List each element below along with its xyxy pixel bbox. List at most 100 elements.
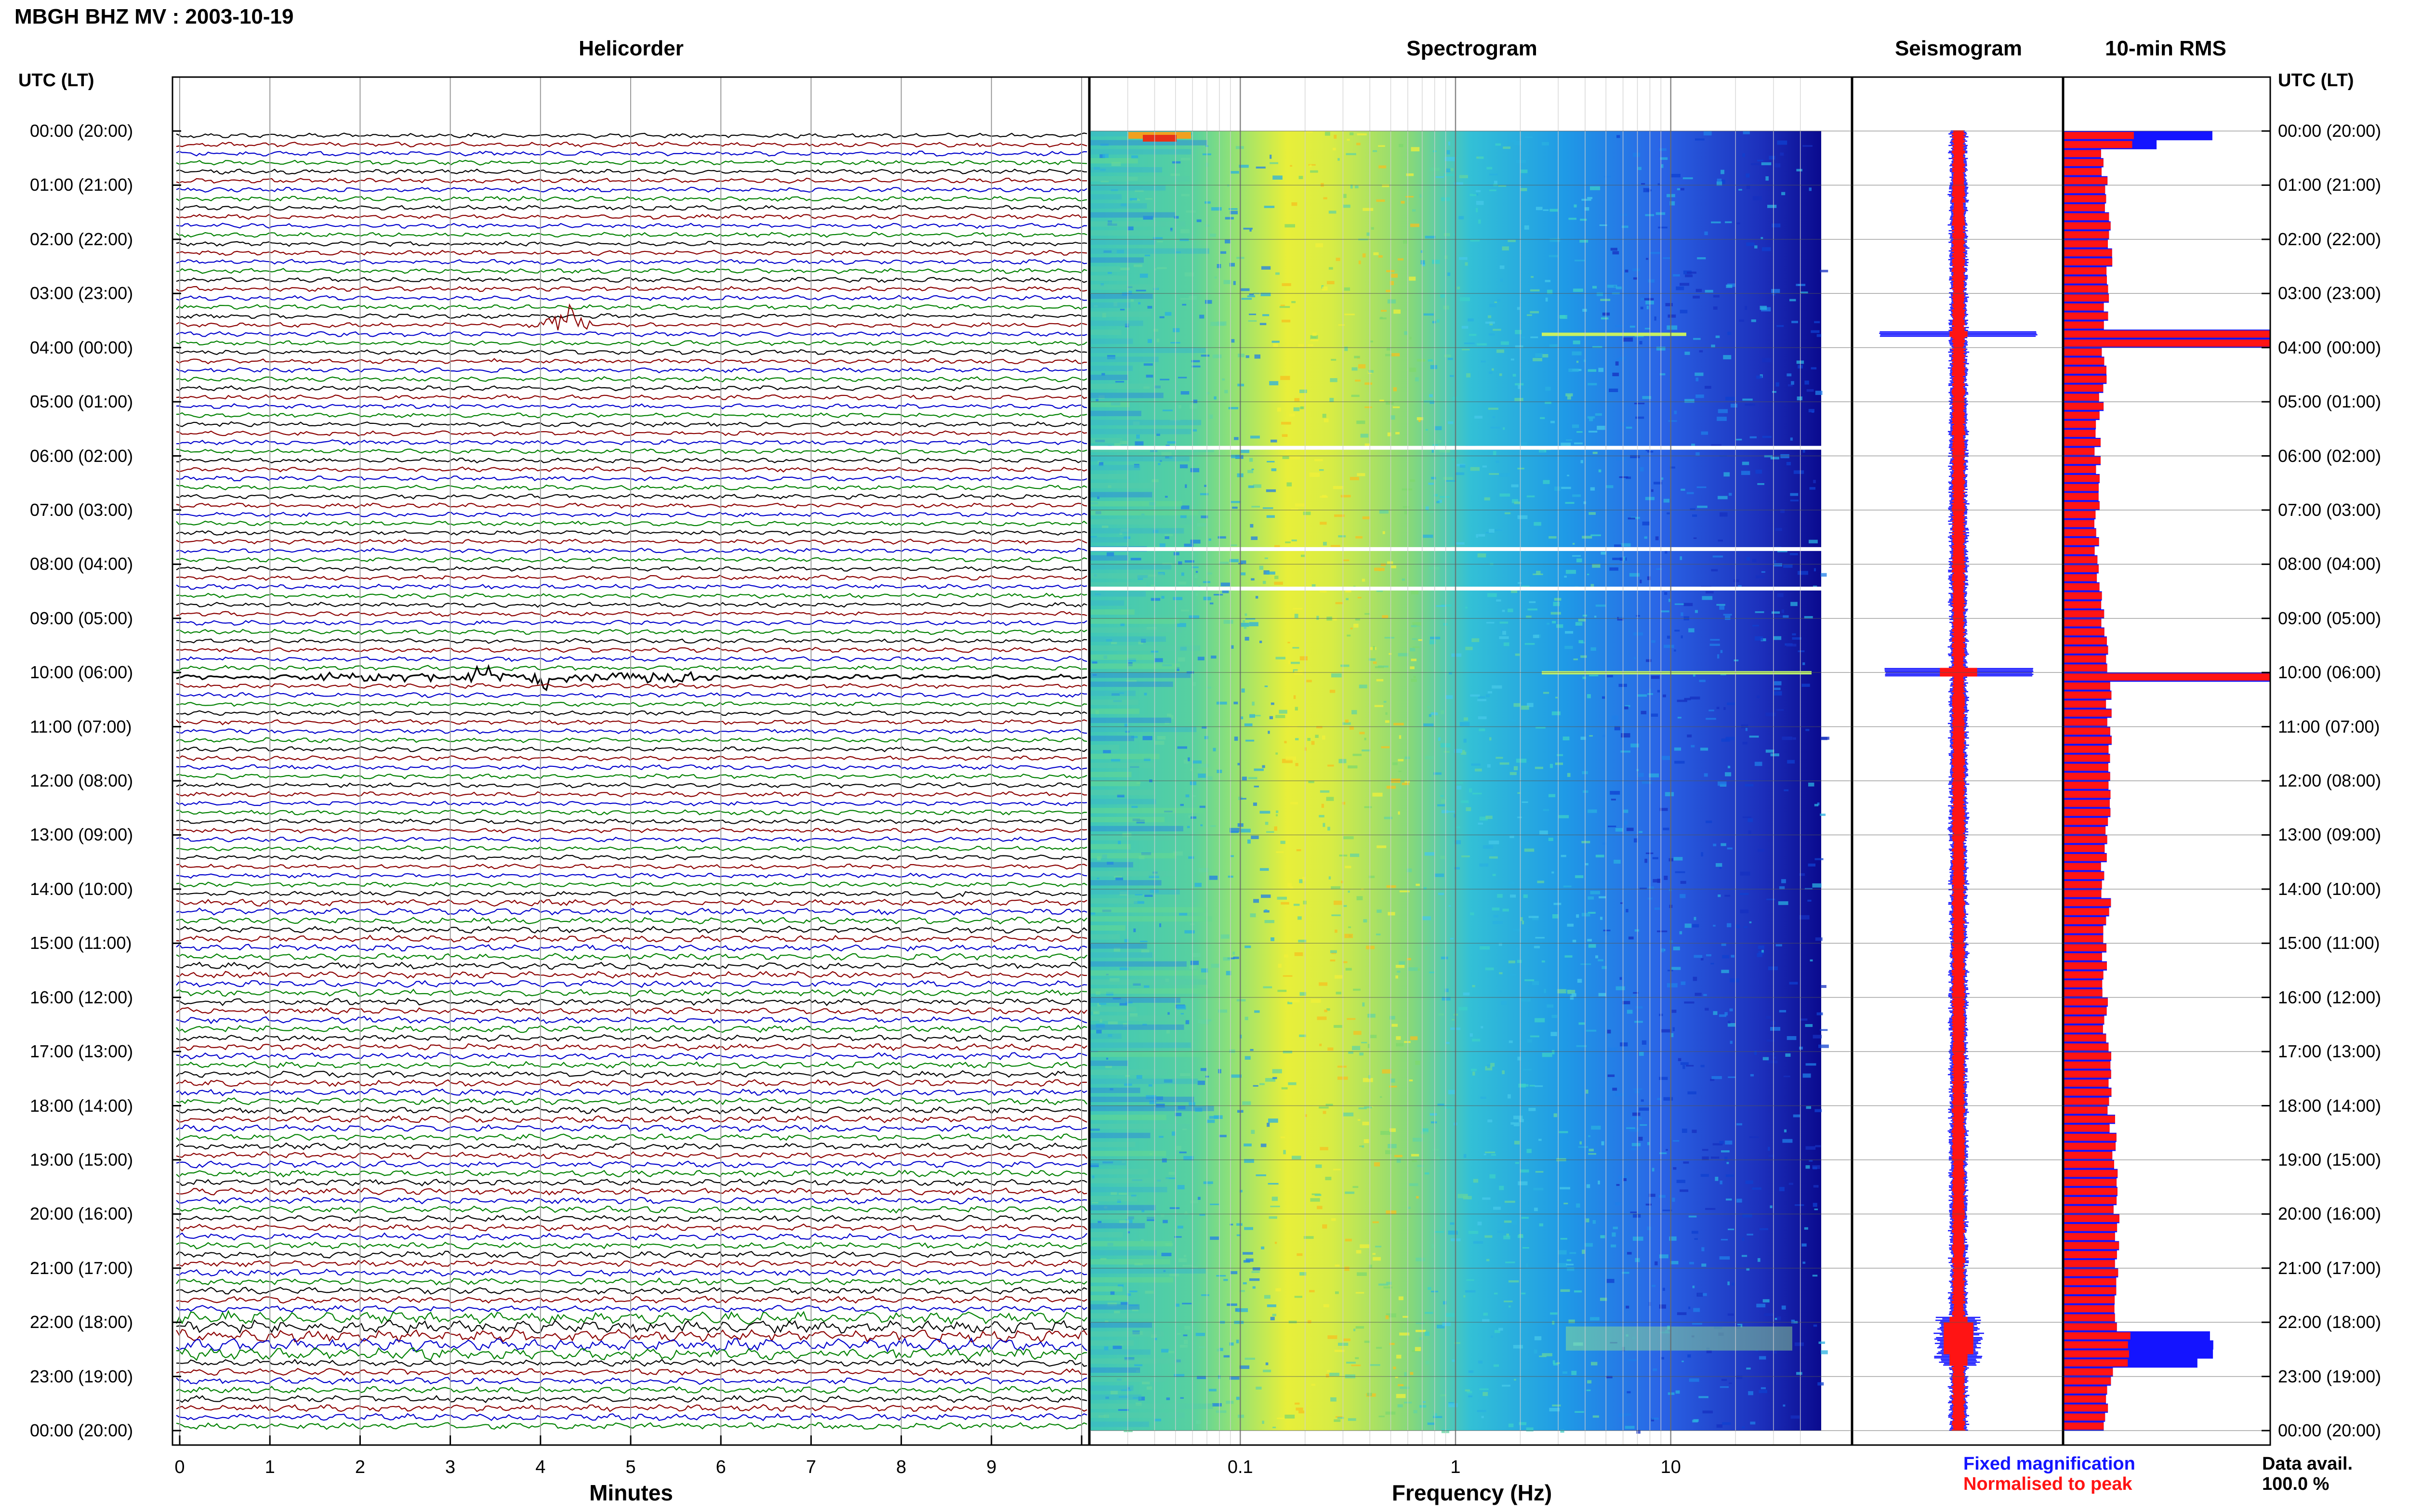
spectrogram-pixel [1254, 768, 1264, 771]
spectrogram-pixel [1672, 1027, 1675, 1031]
helicorder-row [176, 836, 1087, 843]
spectrogram-pixel [1226, 1401, 1234, 1404]
spectrogram-pixel [1668, 420, 1677, 422]
spectrogram-pixel [1413, 1410, 1417, 1414]
spectrogram-pixel [1168, 1171, 1175, 1175]
spectrogram-pixel [1376, 199, 1385, 202]
spectrogram-band [1090, 717, 1171, 723]
spectrogram-pixel [1739, 319, 1745, 322]
spectrogram-pixel [1749, 436, 1757, 438]
spectrogram-pixel [1264, 1295, 1271, 1299]
spectrogram-pixel [1119, 1003, 1127, 1006]
spectrogram-pixel [1375, 666, 1384, 669]
spectrogram-pixel [1320, 522, 1327, 525]
spectrogram-pixel [1130, 299, 1134, 302]
spectrogram-pixel [1820, 270, 1828, 273]
spectrogram-band [1090, 248, 1209, 254]
helicorder-row [176, 240, 1087, 247]
spectrogram-pixel [1487, 764, 1491, 768]
spectrogram-pixel [1588, 512, 1596, 515]
spectrogram-pixel [1279, 710, 1287, 714]
time-label-right: 09:00 (05:00) [2278, 608, 2382, 628]
spectrogram-pixel [1350, 477, 1359, 480]
spectrogram-pixel [1586, 1389, 1591, 1392]
spectrogram-pixel [1386, 1282, 1392, 1285]
spectrogram-pixel [1592, 1415, 1599, 1418]
panel-border [1089, 76, 1853, 1446]
spectrogram-pixel [1663, 257, 1671, 259]
helicorder-row [176, 394, 1087, 401]
spectrogram-pixel [1402, 782, 1409, 785]
spectrogram-pixel [1621, 1413, 1632, 1416]
spectrogram-pixel [1552, 1321, 1555, 1325]
spectrogram-pixel [1674, 630, 1680, 632]
spectrogram-pixel [1272, 175, 1283, 180]
spectrogram-pixel [1128, 290, 1132, 295]
spectrogram-pixel [1795, 1204, 1804, 1206]
spectrogram-pixel [1351, 394, 1360, 397]
spectrogram-pixel [1463, 738, 1467, 743]
spectrogram-pixel [1539, 450, 1545, 452]
spectrogram-pixel [1762, 1057, 1769, 1061]
spectrogram-pixel [1520, 917, 1523, 921]
helicorder-row [176, 1052, 1087, 1060]
spectrogram-pixel [1567, 395, 1571, 400]
spectrogram-pixel [1195, 1420, 1202, 1424]
spectrogram-pixel [1773, 636, 1782, 640]
spectrogram-pixel [1774, 615, 1784, 618]
rms-bar-normalised [2064, 1206, 2114, 1213]
spectrogram-pixel [1142, 736, 1152, 740]
spectrogram-pixel [1611, 1244, 1616, 1248]
rms-bar-normalised [2064, 980, 2103, 987]
spectrogram-pixel [1749, 1136, 1759, 1138]
spectrogram-pixel [1488, 841, 1499, 844]
spectrogram-pixel [1379, 510, 1389, 514]
spectrogram-pixel [1781, 1305, 1786, 1310]
spectrogram-pixel [1816, 334, 1822, 337]
spectrogram-pixel [1742, 461, 1749, 465]
spectrogram-pixel [1493, 921, 1503, 924]
spectrogram-pixel [1358, 364, 1366, 368]
spectrogram-xlabel: Frequency (Hz) [1391, 1480, 1552, 1505]
spectrogram-pixel [1746, 173, 1750, 178]
spectrogram-pixel [1437, 1104, 1444, 1106]
spectrogram-pixel [1594, 616, 1597, 618]
spectrogram-pixel [1535, 727, 1546, 729]
time-label-left: 23:00 (19:00) [30, 1366, 133, 1386]
spectrogram-pixel [1162, 409, 1173, 411]
spectrogram-pixel [1789, 982, 1798, 985]
spectrogram-pixel [1340, 495, 1351, 498]
spectrogram-pixel [1229, 263, 1235, 267]
spectrogram-pixel [1519, 442, 1527, 446]
spectrogram-pixel [1374, 1162, 1380, 1167]
spectrogram-pixel [1275, 272, 1280, 275]
helicorder-row [176, 421, 1087, 428]
spectrogram-pixel [1489, 1174, 1496, 1179]
spectrogram-pixel [1539, 1355, 1547, 1357]
spectrogram-pixel [1505, 512, 1510, 514]
spectrogram-band [1090, 366, 1133, 371]
spectrogram-pixel [1446, 1041, 1450, 1044]
spectrogram-pixel [1781, 879, 1786, 883]
spectrogram-band [1090, 781, 1140, 787]
spectrogram-band [1090, 1033, 1122, 1039]
spectrogram-pixel [1528, 1107, 1536, 1111]
spectrogram-pixel [1493, 329, 1501, 331]
spectrogram-pixel [1497, 299, 1501, 302]
spectrogram-pixel [1678, 1058, 1681, 1061]
spectrogram-pixel [1521, 1292, 1526, 1295]
spectrogram-pixel [1673, 1167, 1677, 1170]
spectrogram-pixel [1787, 1036, 1797, 1040]
spectrogram-pixel [1136, 1075, 1142, 1079]
spectrogram-pixel [1114, 443, 1121, 447]
rms-bar-normalised [2064, 303, 2104, 311]
spectrogram-pixel [1271, 937, 1274, 941]
spectrogram-pixel [1398, 759, 1404, 762]
spectrogram-band [1090, 474, 1128, 480]
spectrogram-pixel [1213, 748, 1216, 751]
spectrogram-pixel [1658, 1195, 1666, 1198]
spectrogram-pixel [1349, 726, 1354, 730]
spectrogram-pixel [1513, 766, 1518, 771]
spectrogram-pixel [1699, 680, 1706, 683]
spectrogram-pixel [1623, 1178, 1627, 1182]
